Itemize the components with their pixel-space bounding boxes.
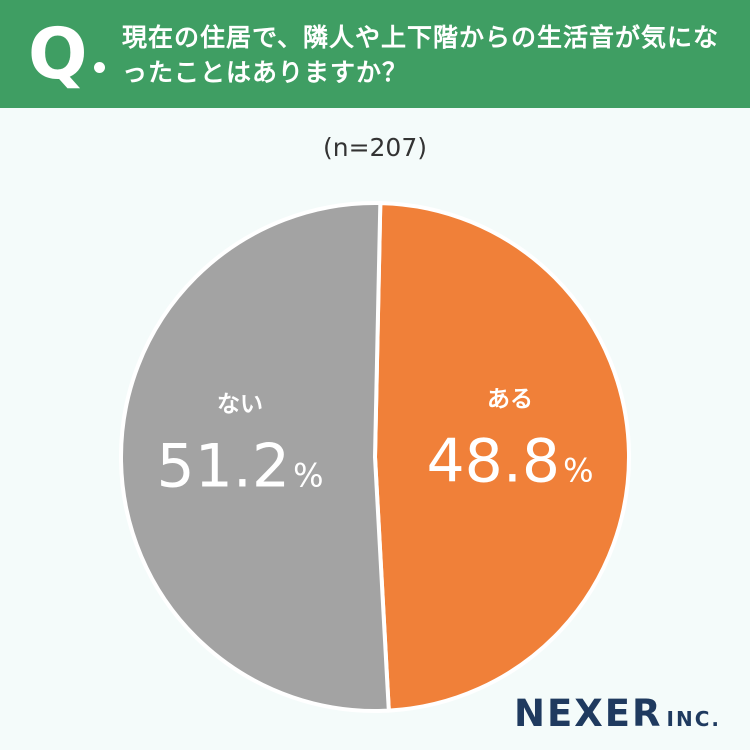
q-label: Q — [28, 13, 88, 95]
question-text: 現在の住居で、隣人や上下階からの生活音が気になったことはありますか？ — [122, 23, 720, 87]
logo-name: NEXER — [514, 692, 663, 735]
slice-label-1: ない — [217, 391, 263, 417]
question-header: Q 現在の住居で、隣人や上下階からの生活音が気になったことはありますか？ — [0, 0, 750, 108]
nexer-logo: NEXER INC. — [514, 692, 721, 735]
sample-size: (n=207) — [322, 133, 428, 162]
q-dot-icon — [94, 62, 105, 73]
pie-slice-1 — [119, 201, 391, 713]
slice-value-0: 48.8% — [426, 427, 593, 497]
slice-label-0: ある — [487, 387, 533, 413]
slice-value-1: 51.2% — [157, 431, 324, 501]
logo-suffix: INC. — [666, 707, 722, 731]
pie-slice-0 — [373, 201, 631, 713]
